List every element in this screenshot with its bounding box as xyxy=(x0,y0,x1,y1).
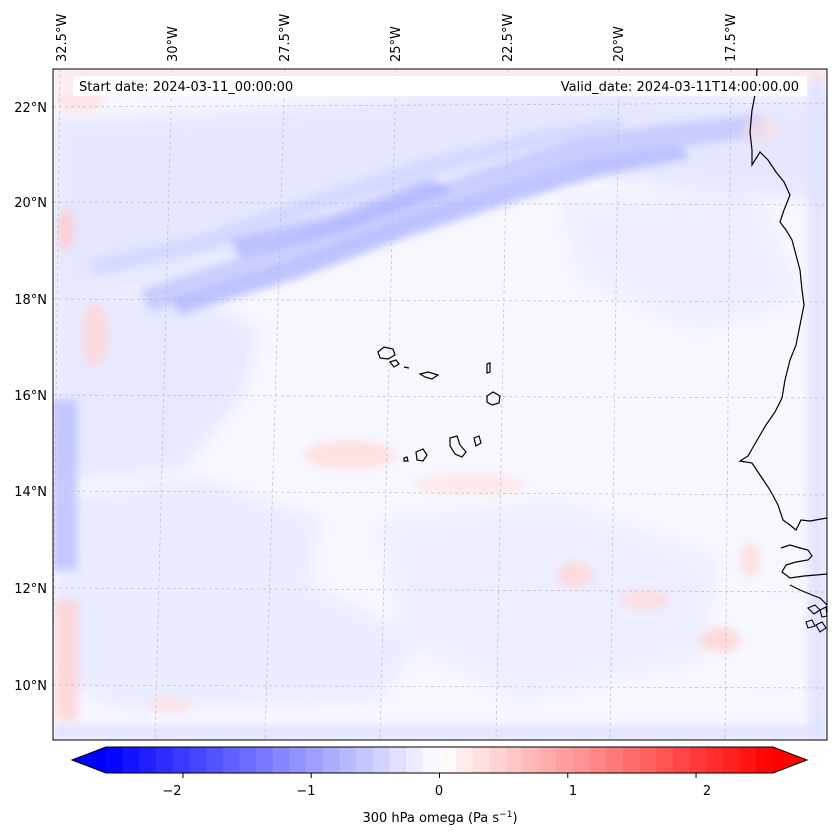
colorbar-cell xyxy=(589,747,607,773)
colorbar-label: 300 hPa omega (Pa s−1) xyxy=(362,810,517,826)
colorbar: −2 −1 0 1 2 300 hPa omega (Pa s−1) xyxy=(70,746,809,826)
colorbar-cell xyxy=(472,747,491,773)
colorbar-cell xyxy=(689,747,707,773)
colorbar-cell xyxy=(739,747,757,773)
colorbar-cell xyxy=(256,747,274,773)
colorbar-cell xyxy=(389,747,407,773)
lat-label: 12°N xyxy=(14,582,47,597)
lon-label: 22.5°W xyxy=(501,14,516,62)
colorbar-cell xyxy=(222,747,241,773)
lon-label: 27.5°W xyxy=(278,14,293,62)
colorbar-outline xyxy=(70,746,809,774)
island-sal xyxy=(486,362,491,374)
valid-date-box xyxy=(315,76,807,96)
colorbar-cell xyxy=(522,747,541,773)
map-panel: Start date: 2024-03-11_00:00:00 Valid_da… xyxy=(52,68,828,741)
valid-date-text: Valid_date: 2024-03-11T14:00:00.00 xyxy=(561,80,799,95)
colorbar-cell xyxy=(322,747,341,773)
colorbar-tick-label: 2 xyxy=(703,784,711,799)
colorbar-cell xyxy=(622,747,641,773)
colorbar-cell xyxy=(672,747,691,773)
bijagos-islands xyxy=(805,604,827,633)
colorbar-cell xyxy=(606,747,624,773)
colorbar-cell xyxy=(156,747,174,773)
colorbar-cell xyxy=(356,747,374,773)
colorbar-tick-label: −1 xyxy=(296,784,315,799)
lat-label: 20°N xyxy=(14,196,47,211)
start-date-box xyxy=(73,76,318,96)
lon-label: 17.5°W xyxy=(724,14,739,62)
colorbar-cell xyxy=(489,747,507,773)
colorbar-cell xyxy=(239,747,257,773)
colorbar-cell xyxy=(272,747,291,773)
colorbar-high-extend xyxy=(773,747,807,773)
guinea-bissau-coast xyxy=(789,584,827,606)
island-santiago xyxy=(449,435,467,458)
african-coastline xyxy=(738,69,827,531)
island-boa-vista xyxy=(486,391,501,406)
colorbar-cell xyxy=(339,747,357,773)
island-santo-antao xyxy=(377,346,396,360)
colorbar-cell xyxy=(556,747,574,773)
longitude-labels: 32.5°W 30°W 27.5°W 25°W 22.5°W 20°W 17.5… xyxy=(55,14,739,62)
colorbar-cell xyxy=(506,747,524,773)
island-sao-nicolau xyxy=(418,371,440,380)
colorbar-cell xyxy=(456,747,474,773)
colorbar-tick-label: 0 xyxy=(435,784,443,799)
cape-verde-islands xyxy=(377,346,501,462)
colorbar-cell xyxy=(139,747,157,773)
colorbar-cell xyxy=(122,747,140,773)
colorbar-cell xyxy=(372,747,391,773)
colorbar-cell xyxy=(572,747,591,773)
colorbar-cells xyxy=(106,747,774,773)
colorbar-cell xyxy=(106,747,124,773)
lon-label: 20°W xyxy=(612,26,627,62)
lat-label: 22°N xyxy=(14,101,47,116)
colorbar-cell xyxy=(289,747,307,773)
island-santa-luzia xyxy=(403,366,410,369)
colorbar-cell xyxy=(172,747,190,773)
colorbar-cell xyxy=(639,747,657,773)
colorbar-cell xyxy=(206,747,224,773)
colorbar-low-extend xyxy=(72,747,106,773)
lon-label: 25°W xyxy=(389,26,404,62)
latitude-labels: 22°N 20°N 18°N 16°N 14°N 12°N 10°N xyxy=(14,101,47,694)
colorbar-tick-label: −2 xyxy=(162,784,181,799)
colorbar-cell xyxy=(756,747,774,773)
colorbar-cell xyxy=(439,747,457,773)
lat-label: 10°N xyxy=(14,679,47,694)
colorbar-cell xyxy=(539,747,557,773)
colorbar-cell xyxy=(706,747,724,773)
colorbar-cell xyxy=(406,747,424,773)
lat-label: 14°N xyxy=(14,485,47,500)
start-date-text: Start date: 2024-03-11_00:00:00 xyxy=(79,80,293,95)
lat-label: 18°N xyxy=(14,293,47,308)
island-fogo xyxy=(415,448,428,462)
colorbar-cell xyxy=(722,747,741,773)
lat-label: 16°N xyxy=(14,389,47,404)
map-frame xyxy=(52,68,828,741)
island-brava xyxy=(403,456,409,462)
colorbar-cell xyxy=(656,747,674,773)
gambia-coast xyxy=(780,544,827,579)
island-sao-vicente xyxy=(388,359,400,368)
colorbar-tick-label: 1 xyxy=(569,784,577,799)
lon-label: 30°W xyxy=(166,26,181,62)
colorbar-cell xyxy=(306,747,324,773)
colorbar-cell xyxy=(189,747,207,773)
colorbar-ticks xyxy=(182,773,697,778)
island-maio xyxy=(473,435,482,447)
lon-label: 32.5°W xyxy=(55,14,70,62)
omega-field xyxy=(53,69,827,740)
colorbar-cell xyxy=(422,747,441,773)
